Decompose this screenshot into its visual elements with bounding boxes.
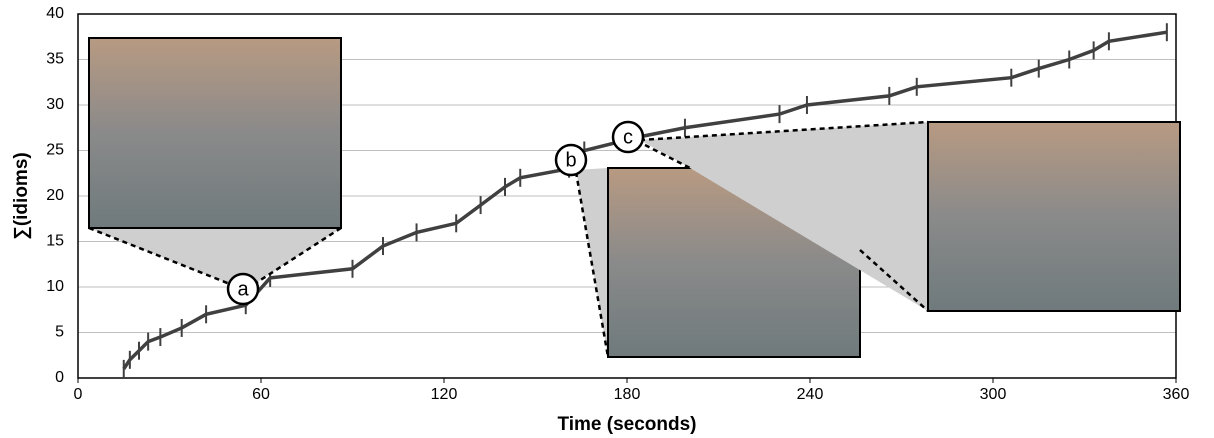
insets xyxy=(88,37,1181,358)
y-axis-title: ∑(idioms) xyxy=(11,152,32,239)
y-tick-label: 0 xyxy=(55,369,64,386)
x-tick-label: 240 xyxy=(797,386,824,403)
annotation-marker xyxy=(611,120,645,154)
screenshot-inset xyxy=(88,37,342,229)
annotation-label: b xyxy=(565,149,576,171)
overlay: a b c xyxy=(226,120,645,306)
y-tick-label: 40 xyxy=(46,5,64,22)
callout-shade xyxy=(640,122,928,311)
x-tick-label: 180 xyxy=(614,386,641,403)
callout-shade xyxy=(89,228,341,290)
callout-line xyxy=(244,226,342,292)
y-tick-label: 35 xyxy=(46,51,64,68)
callout-line xyxy=(639,120,929,142)
y-tick-label: 10 xyxy=(46,278,64,295)
y-tick-label: 20 xyxy=(46,187,64,204)
x-tick-label: 300 xyxy=(980,386,1007,403)
data-line xyxy=(122,30,1168,370)
callout-line xyxy=(859,249,929,312)
y-tick-label: 30 xyxy=(46,96,64,113)
callout-line xyxy=(88,226,246,292)
x-tick-label: 0 xyxy=(74,386,83,403)
y-tick-label: 15 xyxy=(46,233,64,250)
screenshot-inset xyxy=(927,121,1181,312)
x-tick-label: 120 xyxy=(431,386,458,403)
annotation-marker xyxy=(554,143,588,177)
y-tick-label: 25 xyxy=(46,142,64,159)
annotation-label: a xyxy=(237,278,249,300)
annotation-marker xyxy=(226,272,260,306)
callout-line xyxy=(574,171,610,358)
annotation-label: c xyxy=(623,126,633,148)
x-tick-label: 60 xyxy=(252,386,270,403)
x-axis-title: Time (seconds) xyxy=(557,414,696,435)
x-tick-label: 360 xyxy=(1163,386,1190,403)
y-tick-label: 5 xyxy=(55,324,64,341)
